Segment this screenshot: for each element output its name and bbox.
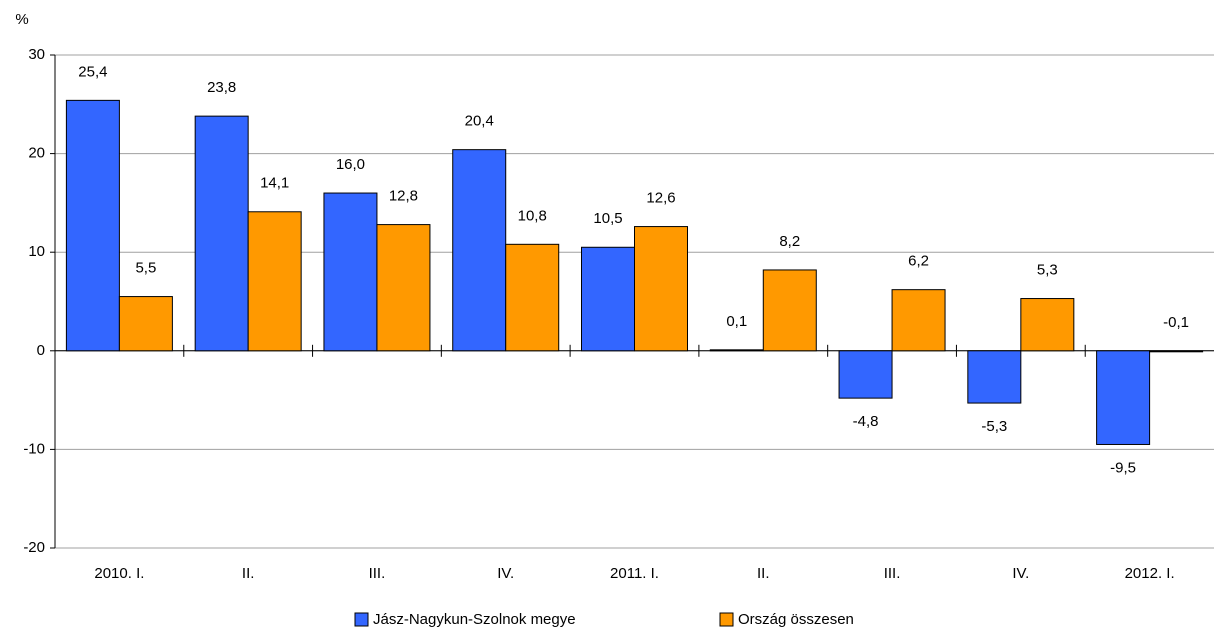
bar	[581, 246, 635, 352]
value-label: 23,8	[207, 79, 236, 96]
bar	[634, 226, 688, 352]
x-tick-label: II.	[242, 565, 255, 582]
bar	[1096, 350, 1151, 445]
legend-swatch	[354, 612, 369, 627]
bar	[505, 243, 560, 352]
bar	[452, 149, 507, 352]
value-label: 10,5	[593, 210, 622, 227]
x-tick-label: III.	[884, 565, 901, 582]
value-label: -9,5	[1110, 459, 1136, 476]
value-label: 12,6	[646, 190, 675, 207]
bar	[967, 350, 1022, 404]
value-label: -4,8	[853, 413, 879, 430]
y-axis-label: %	[15, 11, 28, 28]
legend-label: Jász-Nagykun-Szolnok megye	[373, 611, 576, 628]
x-tick-label: 2011. I.	[610, 565, 659, 582]
bar	[1020, 298, 1075, 352]
value-label: -0,1	[1163, 314, 1189, 331]
value-label: 14,1	[260, 175, 289, 192]
value-label: 12,8	[389, 188, 418, 205]
value-label: 0,1	[726, 313, 747, 330]
bar	[118, 296, 173, 352]
value-label: 5,5	[135, 260, 156, 277]
bar	[762, 269, 817, 352]
x-tick-label: IV.	[1012, 565, 1029, 582]
y-tick-label: 30	[28, 46, 45, 63]
y-tick-label: 0	[37, 342, 45, 359]
value-label: 25,4	[78, 63, 107, 80]
value-label: 16,0	[336, 156, 365, 173]
x-tick-label: 2010. I.	[94, 565, 144, 582]
value-label: 6,2	[908, 253, 929, 270]
bar	[709, 349, 764, 352]
bar	[891, 289, 946, 352]
bar	[1149, 350, 1204, 353]
bar	[838, 350, 893, 399]
value-label: 20,4	[465, 113, 494, 130]
value-label: 5,3	[1037, 262, 1058, 279]
x-tick-label: III.	[369, 565, 386, 582]
y-tick-label: 10	[28, 243, 45, 260]
bar	[376, 224, 431, 352]
legend-label: Ország összesen	[738, 611, 854, 628]
bar	[65, 99, 120, 352]
value-label: -5,3	[981, 418, 1007, 435]
x-tick-label: 2012. I.	[1125, 565, 1175, 582]
y-tick-label: -10	[23, 440, 45, 457]
x-tick-label: IV.	[497, 565, 514, 582]
y-tick-label: -20	[23, 539, 45, 556]
legend-swatch	[719, 612, 734, 627]
bar	[194, 115, 249, 352]
x-tick-label: II.	[757, 565, 770, 582]
value-label: 8,2	[779, 233, 800, 250]
value-label: 10,8	[518, 207, 547, 224]
y-tick-label: 20	[28, 145, 45, 162]
bar	[247, 211, 302, 352]
bar	[323, 192, 378, 352]
